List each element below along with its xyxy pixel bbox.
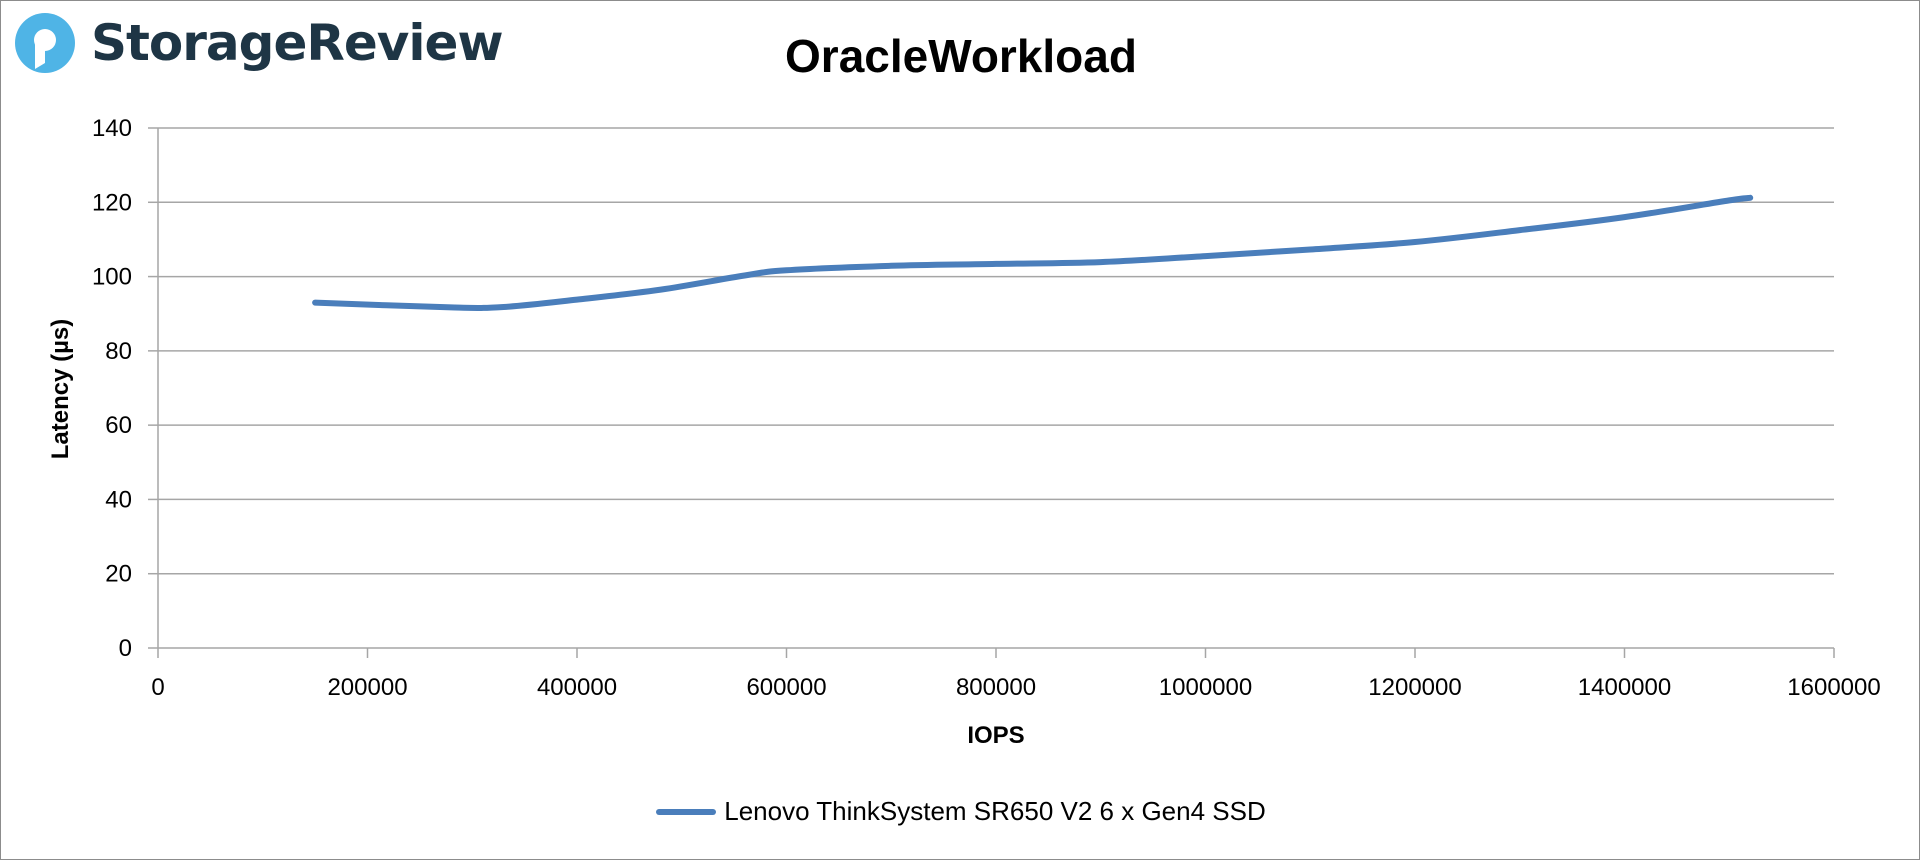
storagereview-logo-icon	[15, 13, 75, 73]
x-tick-label-1200000: 1200000	[1368, 674, 1461, 701]
y-tick-label-60: 60	[105, 412, 132, 439]
y-tick-label-0: 0	[119, 635, 132, 662]
y-tick-label-80: 80	[105, 338, 132, 365]
series-lines	[312, 194, 1754, 311]
x-tick-label-400000: 400000	[537, 674, 617, 701]
x-tick-label-1600000: 1600000	[1787, 674, 1880, 701]
tick-labels: 0 20 40 60 80 100 120 140 0 200000 400000 600000 800…	[92, 115, 1881, 701]
y-tick-label-140: 140	[92, 115, 132, 142]
y-tick-label-100: 100	[92, 264, 132, 291]
legend: Lenovo ThinkSystem SR650 V2 6 x Gen4 SSD	[1, 796, 1919, 827]
x-tick-label-600000: 600000	[746, 674, 826, 701]
x-tick-label-1400000: 1400000	[1578, 674, 1671, 701]
series-line-1	[312, 194, 1754, 311]
y-tick-label-40: 40	[105, 486, 132, 513]
x-tick-label-0: 0	[151, 674, 164, 701]
legend-swatch-series-1	[656, 808, 717, 815]
storagereview-logo: StorageReview	[13, 11, 504, 75]
x-tick-label-1000000: 1000000	[1159, 674, 1252, 701]
y-tick-label-120: 120	[92, 189, 132, 216]
logo-text: StorageReview	[91, 14, 504, 72]
plot-area: 0 20 40 60 80 100 120 140 0 200000 400000 600000 800…	[47, 115, 1881, 749]
legend-label-series-1: Lenovo ThinkSystem SR650 V2 6 x Gen4 SSD	[724, 796, 1266, 826]
chart-title: OracleWorkload	[785, 30, 1137, 82]
x-tick-label-800000: 800000	[956, 674, 1036, 701]
axes	[148, 127, 1835, 658]
y-tick-label-20: 20	[105, 561, 132, 588]
x-tick-label-200000: 200000	[327, 674, 407, 701]
y-axis-label: Latency (µs)	[47, 319, 74, 460]
gridlines	[158, 127, 1834, 575]
x-axis-label: IOPS	[967, 722, 1024, 749]
